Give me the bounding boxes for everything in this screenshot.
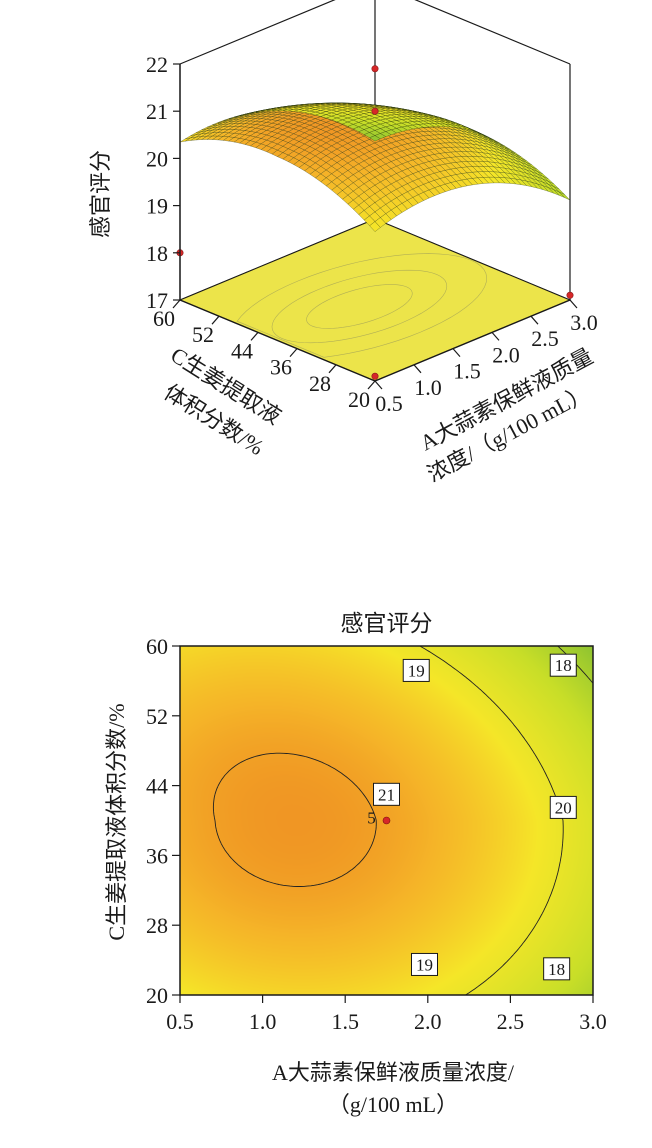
contour-y-tick-label: 52 bbox=[146, 704, 168, 729]
contour-x-axis-label-line2: （g/100 mL） bbox=[328, 1092, 458, 1117]
contour-y-tick-label: 44 bbox=[146, 774, 168, 799]
x-tick-label: 2.5 bbox=[531, 326, 559, 351]
y-axis-ticks: 20 28 36 44 52 60 bbox=[153, 299, 376, 412]
contour-y-tick-label: 20 bbox=[146, 983, 168, 1008]
x-tick-label: 1.0 bbox=[414, 375, 442, 400]
x-tick-mark bbox=[452, 348, 461, 357]
y-tick-label: 44 bbox=[231, 338, 253, 363]
x-axis-ticks: 0.5 1.0 1.5 2.0 2.5 3.0 bbox=[374, 299, 598, 416]
contour-x-tick-label: 1.0 bbox=[249, 1009, 277, 1034]
y-tick-mark bbox=[172, 299, 181, 309]
y-tick-mark bbox=[328, 364, 337, 374]
design-point-1 bbox=[371, 107, 379, 115]
x-tick-mark bbox=[569, 299, 578, 309]
z-tick-label: 22 bbox=[146, 52, 168, 77]
contour-y-tick-label: 28 bbox=[146, 913, 168, 938]
x-tick-label: 1.5 bbox=[453, 359, 481, 384]
x-tick-mark bbox=[530, 315, 539, 325]
x-tick-label: 0.5 bbox=[375, 391, 403, 416]
y-tick-label: 20 bbox=[348, 387, 370, 412]
contour-x-tick-label: 0.5 bbox=[166, 1009, 194, 1034]
x-tick-mark bbox=[491, 332, 500, 341]
z-tick-label: 17 bbox=[146, 288, 168, 313]
x-tick-label: 2.0 bbox=[492, 342, 520, 367]
y-axis-line bbox=[179, 299, 376, 382]
surface-plot: 17 18 19 20 21 22 0.5 1.0 1.5 2.0 2.5 3.0 20 28 36 44… bbox=[88, 0, 598, 487]
y-tick-label: 60 bbox=[153, 306, 175, 331]
contour-y-tick-label: 60 bbox=[146, 634, 168, 659]
contour-title: 感官评分 bbox=[340, 611, 433, 636]
contour-x-axis-label-line1: A大蒜素保鲜液质量浓度/ bbox=[272, 1060, 515, 1085]
contour-x-tick-label: 1.5 bbox=[331, 1009, 359, 1034]
contour-y-ticks: 20 28 36 44 52 60 bbox=[146, 634, 180, 1008]
z-tick-label: 20 bbox=[146, 146, 168, 171]
design-point-3 bbox=[371, 372, 379, 380]
y-tick-label: 28 bbox=[309, 371, 331, 396]
z-axis-ticks: 17 18 19 20 21 22 bbox=[146, 52, 180, 313]
surface-z-axis-label: 感官评分 bbox=[88, 150, 113, 238]
floor-contour-0 bbox=[306, 284, 413, 329]
contour-heatmap bbox=[180, 646, 593, 995]
y-tick-mark bbox=[367, 380, 376, 390]
x-tick-label: 3.0 bbox=[570, 310, 598, 335]
contour-x-tick-label: 2.5 bbox=[497, 1009, 525, 1034]
surface-front-edges bbox=[179, 64, 571, 382]
contour-y-axis-label: C生姜提取液体积分数/% bbox=[104, 703, 129, 940]
y-tick-mark bbox=[289, 348, 298, 357]
y-tick-label: 36 bbox=[270, 355, 292, 380]
contour-x-tick-label: 3.0 bbox=[579, 1009, 607, 1034]
z-tick-label: 19 bbox=[146, 194, 168, 219]
y-tick-label: 52 bbox=[192, 322, 214, 347]
y-tick-mark bbox=[211, 315, 220, 325]
design-point-0 bbox=[371, 65, 379, 73]
y-tick-mark bbox=[250, 332, 259, 341]
floor-contour-2 bbox=[236, 253, 488, 358]
x-axis-line bbox=[374, 299, 571, 382]
z-tick-label: 18 bbox=[146, 241, 168, 266]
design-point-4 bbox=[566, 291, 574, 299]
contour-x-tick-label: 2.0 bbox=[414, 1009, 442, 1034]
response-surface-mesh bbox=[179, 102, 571, 232]
floor-contour-1 bbox=[271, 269, 448, 344]
x-tick-mark bbox=[374, 380, 383, 390]
top-back-edges bbox=[179, 0, 571, 65]
contour-y-tick-label: 36 bbox=[146, 843, 168, 868]
contour-x-ticks: 0.5 1.0 1.5 2.0 2.5 3.0 bbox=[166, 995, 607, 1034]
x-tick-mark bbox=[413, 364, 422, 374]
z-tick-label: 21 bbox=[146, 99, 168, 124]
